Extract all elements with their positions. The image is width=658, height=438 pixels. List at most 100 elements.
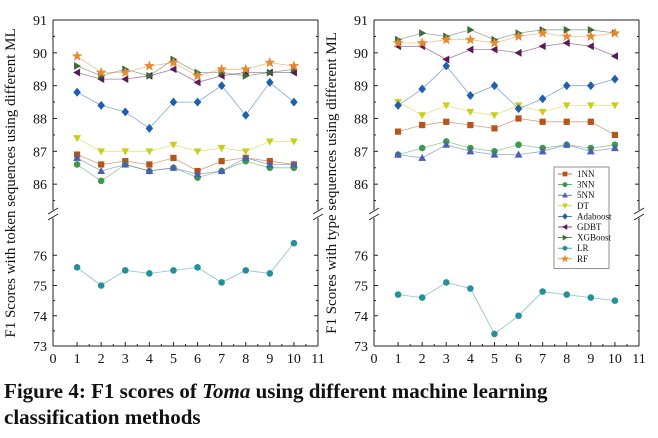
series-line xyxy=(398,32,615,44)
data-point xyxy=(587,25,595,34)
y-tick-label: 89 xyxy=(33,80,47,95)
series-dt xyxy=(73,135,298,156)
x-tick-label: 3 xyxy=(443,352,450,367)
series-lr xyxy=(394,279,619,338)
axis-break-mark-left xyxy=(368,207,380,215)
data-point xyxy=(241,148,250,156)
series-xgboost xyxy=(395,25,619,44)
data-point xyxy=(464,34,476,45)
x-tick-label: 10 xyxy=(608,352,622,367)
data-point xyxy=(418,153,427,161)
legend-label: 5NN xyxy=(577,190,595,200)
data-point xyxy=(266,77,274,87)
data-point xyxy=(266,68,274,77)
data-point xyxy=(266,270,274,277)
y-tick-label: 88 xyxy=(33,113,47,128)
data-point xyxy=(145,123,154,133)
data-point xyxy=(442,279,450,286)
data-point xyxy=(587,118,594,125)
series-dt xyxy=(394,99,619,120)
data-point xyxy=(514,48,522,57)
y-tick-label: 87 xyxy=(33,145,47,160)
axis-break-gap-left xyxy=(368,210,380,218)
data-point xyxy=(119,66,131,78)
data-point xyxy=(467,25,475,34)
data-point xyxy=(74,62,82,70)
data-point xyxy=(264,57,276,68)
y-axis-label: F1 Scores with token sequences using dif… xyxy=(3,28,19,337)
data-point xyxy=(611,74,619,84)
x-tick-label: 9 xyxy=(587,352,594,367)
x-tick-label: 11 xyxy=(311,352,324,367)
data-point xyxy=(610,144,619,152)
data-point xyxy=(491,330,498,338)
series-adaboost xyxy=(73,77,298,133)
data-point xyxy=(394,100,402,110)
data-point xyxy=(73,161,81,168)
data-point xyxy=(490,81,499,91)
data-point xyxy=(217,145,226,153)
data-point xyxy=(265,160,274,168)
data-point xyxy=(169,163,178,171)
data-point xyxy=(121,267,129,274)
series-line xyxy=(76,242,295,286)
data-point xyxy=(515,312,522,320)
data-point xyxy=(466,45,474,54)
y-tick-label: 76 xyxy=(33,249,47,264)
x-tick-label: 5 xyxy=(170,352,177,367)
data-point xyxy=(290,239,298,247)
caption-emphasis: Toma xyxy=(202,379,251,403)
data-point xyxy=(121,160,130,168)
data-point xyxy=(515,141,522,149)
x-tick-label: 6 xyxy=(194,352,201,367)
series-5nn xyxy=(394,140,619,161)
x-tick-label: 4 xyxy=(146,352,153,367)
data-point xyxy=(193,78,201,87)
data-point xyxy=(217,167,226,175)
data-point xyxy=(562,81,571,91)
data-point xyxy=(466,91,475,100)
axis-break-mark-right xyxy=(312,207,324,215)
data-point xyxy=(146,161,153,168)
series-lr xyxy=(73,239,298,289)
data-point xyxy=(418,294,426,301)
caption-prefix: Figure 4: F1 scores of xyxy=(4,379,203,403)
x-tick-label: 7 xyxy=(218,352,225,367)
data-point xyxy=(538,42,546,51)
axis-break-gap-right xyxy=(312,210,324,218)
legend-marker xyxy=(562,213,568,220)
data-point xyxy=(563,118,570,125)
figure-caption: Figure 4: F1 scores of Toma using differ… xyxy=(4,378,654,430)
data-point xyxy=(73,264,81,271)
data-point xyxy=(442,140,451,148)
data-point xyxy=(242,267,250,274)
x-tick-label: 9 xyxy=(266,352,273,367)
data-point xyxy=(97,177,105,185)
y-tick-label: 89 xyxy=(354,80,368,95)
data-point xyxy=(289,138,298,146)
x-tick-label: 1 xyxy=(74,352,81,367)
legend-label: 1NN xyxy=(577,169,595,179)
x-tick-label: 1 xyxy=(395,352,402,367)
legend-marker xyxy=(562,245,568,251)
y-tick-label: 88 xyxy=(354,113,368,128)
y-axis-label: F1 Scores with type sequences using diff… xyxy=(324,32,340,334)
data-point xyxy=(71,50,83,61)
data-point xyxy=(515,115,522,122)
data-point xyxy=(193,97,202,107)
data-point xyxy=(169,97,178,107)
data-point xyxy=(538,147,547,155)
series-line xyxy=(397,101,615,116)
series-line xyxy=(76,55,294,77)
data-point xyxy=(419,29,427,38)
y-tick-label: 86 xyxy=(354,178,368,193)
y-tick-label: 76 xyxy=(354,249,368,264)
y-tick-label: 74 xyxy=(33,310,47,325)
data-point xyxy=(466,147,475,155)
data-point xyxy=(418,84,426,94)
data-point xyxy=(489,37,500,48)
data-point xyxy=(442,61,451,71)
series-line xyxy=(398,42,616,60)
